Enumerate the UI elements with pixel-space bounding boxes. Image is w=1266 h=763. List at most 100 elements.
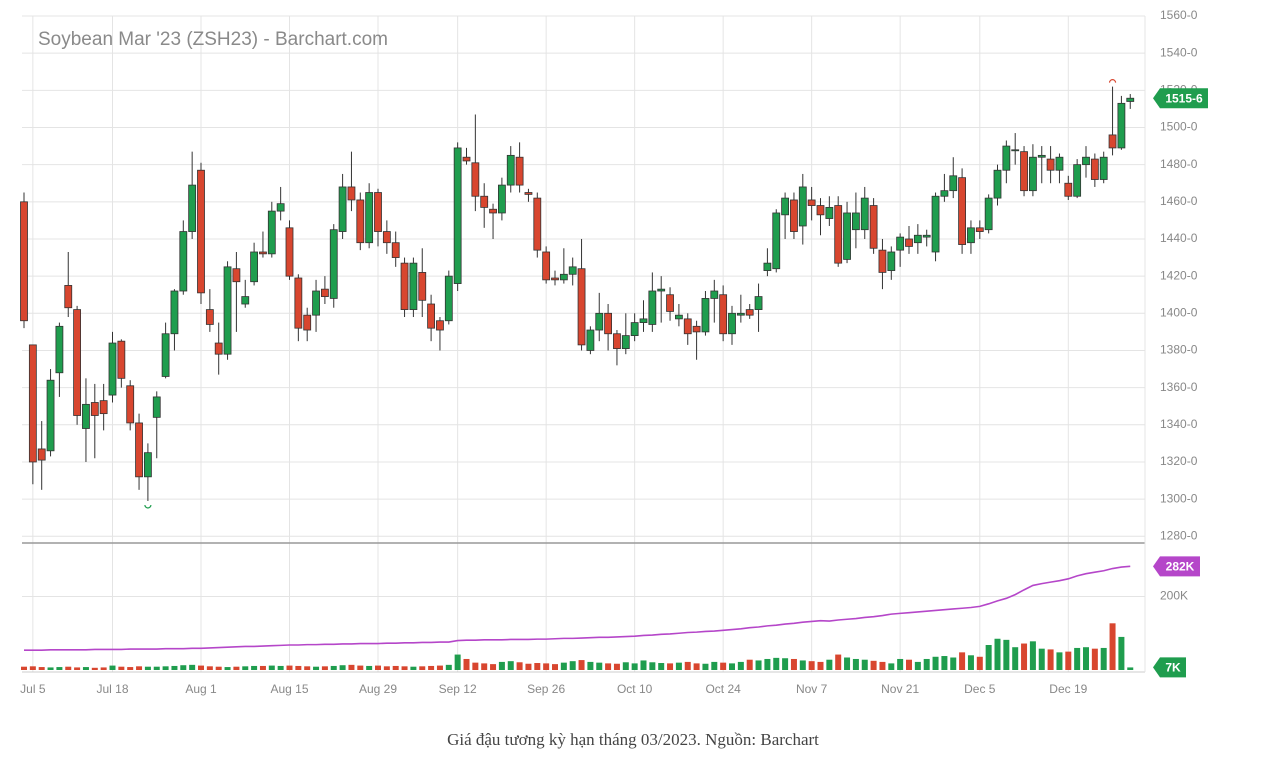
candle-body [267,210,276,255]
volume-bar [950,657,957,670]
candle-body [28,344,37,463]
candle-body [108,342,117,396]
candle-body [223,266,232,355]
candle-body [188,184,197,232]
candle-body [1064,182,1073,197]
volume-bar [82,667,89,670]
volume-bar [737,661,744,670]
volume-bar [994,638,1001,670]
volume-bar [525,663,532,670]
x-tick-label: Aug 15 [270,682,308,696]
candle-body [816,205,825,216]
volume-bar [569,661,576,670]
volume-bar [198,665,204,670]
candle-body [657,288,666,292]
candle-body [1055,156,1064,171]
candle-body [179,231,188,292]
volume-bar [189,664,196,670]
volume-bar [684,661,691,670]
volume-bar [976,656,983,670]
volume-bar [180,665,187,670]
last-price-label-bg [1153,88,1208,109]
volume-bar [472,662,479,670]
volume-bar [711,661,718,670]
candle-body [781,197,789,216]
volume-bar [622,662,629,670]
candle-body [975,227,984,232]
candle-body [444,275,453,322]
volume-bar [321,666,328,670]
candle-body [453,147,462,284]
candle-body [869,205,878,249]
candle-body [365,192,374,244]
candle-body [1090,158,1099,180]
volume-bar [967,655,974,670]
candle-body [161,333,170,377]
volume-bar [153,666,160,670]
candle-body [250,251,259,283]
candle-body [64,285,73,309]
y2-tick-label: 200K [1160,589,1188,603]
x-tick-label: Nov 7 [796,682,828,696]
candle-body [683,318,692,335]
volume-bar [835,654,842,670]
volume-bar [587,661,594,670]
candle-body [931,195,940,253]
volume-bar [879,661,886,670]
candle-body [630,322,639,337]
volume-bar [74,667,81,670]
candle-body [1002,145,1011,171]
candle-body [621,335,630,350]
volume-bar [277,665,284,670]
volume-bar [640,660,647,670]
candle-body [639,318,648,323]
candle-body [338,186,347,232]
volume-bar [436,665,443,670]
volume-bar [1003,639,1010,670]
candle-body [896,236,905,251]
volume-bar [47,667,54,670]
candle-body [745,309,754,316]
volume-bar [596,662,603,670]
volume-bar [764,658,771,670]
caption: Giá đậu tương kỳ hạn tháng 03/2023. Nguồ… [447,730,819,749]
volume-bar [463,658,470,670]
candle-body [1082,156,1090,166]
volume-bar [817,661,824,670]
candle-body [436,320,444,331]
candle-body [958,177,966,245]
candle-body [834,205,843,264]
volume-bar [304,666,311,670]
volume-bar [1127,667,1134,670]
volume-bar [941,656,948,670]
volume-bar [534,663,541,670]
candle-body [666,294,674,312]
candle-body [55,325,64,374]
high-marker [1108,79,1117,83]
volume-bar [923,658,930,670]
x-tick-label: Dec 19 [1049,682,1087,696]
volume-bar [543,663,550,670]
y-tick-label: 1360-0 [1160,380,1198,394]
candle-body [860,197,869,231]
candle-body [294,277,303,329]
volume-bar [755,660,762,670]
candle-body [427,303,436,329]
volume-bar [1047,649,1054,670]
volume-bar [286,665,293,670]
candle-body [126,385,135,424]
volume-bar [906,659,912,670]
y-tick-label: 1340-0 [1160,417,1198,431]
y-tick-label: 1320-0 [1160,454,1198,468]
candle-body [1037,154,1046,158]
volume-bar [888,663,895,670]
volume-bar [552,664,558,670]
candle-body [400,262,409,310]
volume-bar [144,666,151,670]
volume-label-bg [1153,657,1186,678]
candle-body [993,169,1002,199]
volume-bar [445,664,452,670]
volume-bar [224,667,231,670]
candle-body [648,290,657,325]
volume-bar [702,663,709,670]
